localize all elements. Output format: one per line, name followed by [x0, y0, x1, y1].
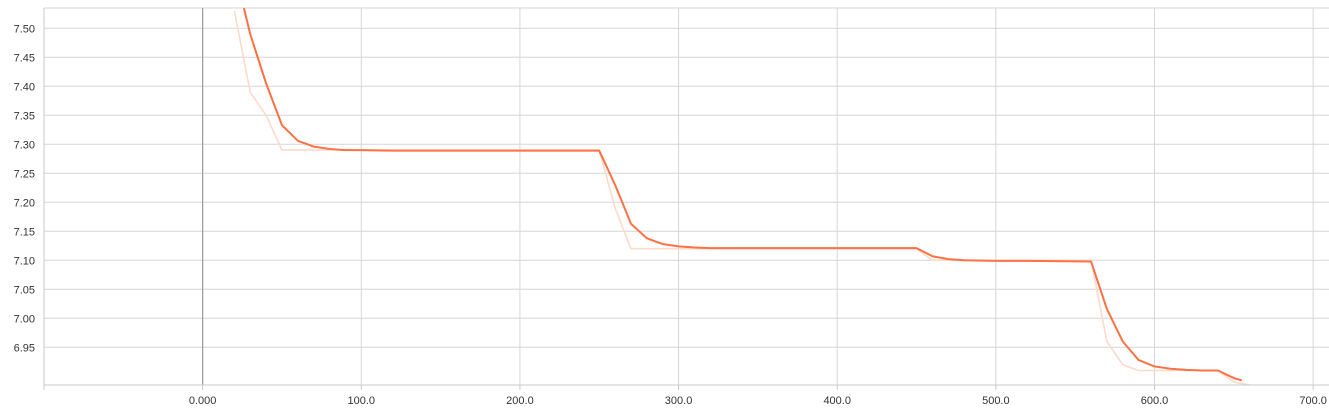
y-tick-label: 7.35 — [14, 110, 35, 122]
y-tick-label: 7.50 — [14, 23, 35, 35]
y-tick-label: 7.20 — [14, 197, 35, 209]
y-tick-label: 7.15 — [14, 226, 35, 238]
y-tick-label: 7.00 — [14, 313, 35, 325]
y-tick-label: 7.05 — [14, 284, 35, 296]
x-tick-label: 200.0 — [506, 395, 534, 407]
y-tick-label: 7.45 — [14, 52, 35, 64]
x-tick-label: 400.0 — [823, 395, 851, 407]
x-tick-label: 100.0 — [348, 395, 376, 407]
y-tick-label: 7.25 — [14, 168, 35, 180]
y-tick-label: 7.30 — [14, 139, 35, 151]
smoothed-series-line — [242, 8, 1243, 382]
x-tick-label: 600.0 — [1141, 395, 1169, 407]
grid — [44, 7, 1329, 385]
x-tick-label: 500.0 — [982, 395, 1010, 407]
raw-series-line — [233, 10, 1250, 385]
series-layer — [233, 8, 1250, 385]
x-tick-label: 300.0 — [665, 395, 693, 407]
y-tick-label: 6.95 — [14, 342, 35, 354]
x-tick-label: 700.0 — [1299, 395, 1327, 407]
y-tick-label: 7.10 — [14, 255, 35, 267]
x-tick-label: 0.000 — [189, 395, 217, 407]
axes: 7.50 7.45 7.40 7.35 7.30 7.25 7.20 7.15 7.10 7.05… — [14, 8, 1329, 407]
y-tick-label: 7.40 — [14, 81, 35, 93]
